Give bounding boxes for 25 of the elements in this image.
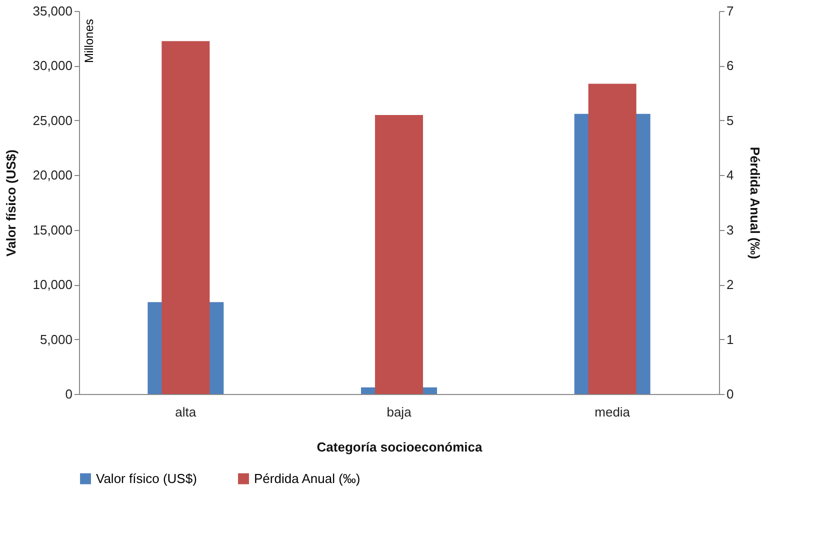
y-tick-label: 25,000: [32, 112, 72, 128]
y-tick-label: 0: [65, 386, 72, 402]
y-tick-label: 15,000: [32, 222, 72, 238]
legend-label: Valor físico (US$): [96, 470, 197, 486]
y-tick-label: 35,000: [32, 4, 72, 18]
y-tick-label: 5,000: [40, 332, 72, 347]
annotation: Millones: [82, 19, 96, 64]
y2-tick-label: 2: [726, 277, 734, 292]
y2-tick-label: 0: [726, 386, 734, 402]
x-tick-label: media: [594, 404, 631, 420]
y2-tick-label: 1: [726, 332, 734, 347]
y2-tick-label: 3: [726, 222, 734, 238]
legend-label: Pérdida Anual (‰): [254, 470, 360, 486]
y-axis-title: Valor físico (US$): [4, 150, 19, 256]
y2-tick-label: 6: [726, 58, 734, 74]
y-tick-label: 10,000: [32, 277, 72, 292]
y2-axis-title: Pérdida Anual (‰): [748, 146, 763, 260]
x-tick-label: baja: [386, 404, 412, 420]
y2-tick-label: 5: [726, 112, 734, 128]
y2-tick-label: 4: [726, 168, 734, 183]
x-tick-label: alta: [175, 404, 197, 420]
y2-tick-label: 7: [726, 4, 734, 18]
x-axis-title: Categoría socioeconómica: [316, 440, 483, 454]
y-tick-label: 30,000: [32, 58, 72, 74]
y-tick-label: 20,000: [32, 168, 72, 183]
